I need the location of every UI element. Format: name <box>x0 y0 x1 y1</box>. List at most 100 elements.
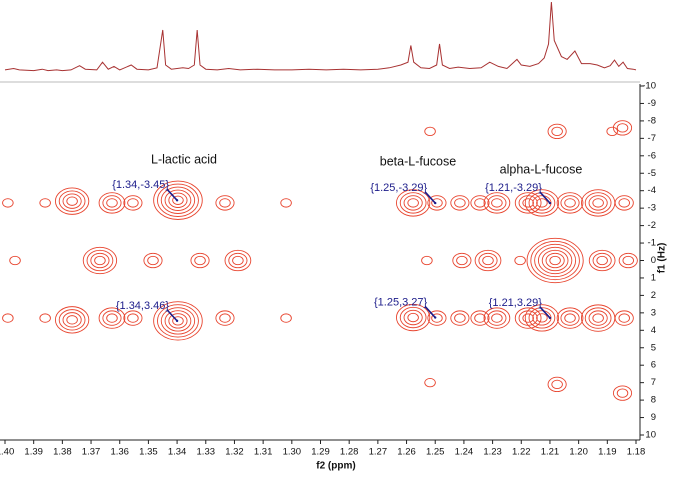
contour-level <box>547 123 567 140</box>
contour-level <box>532 310 552 326</box>
contour-level <box>219 313 231 323</box>
x-tick-label: 1.24 <box>455 447 474 458</box>
x-tick-label: 1.28 <box>340 447 359 458</box>
contour-level <box>54 306 90 334</box>
contour-level <box>153 180 203 220</box>
contour-level <box>530 240 580 281</box>
y-tick-label: 4 <box>651 325 656 336</box>
contour-level <box>584 192 612 214</box>
contour-level <box>551 126 563 137</box>
contour-level <box>518 195 538 211</box>
contour-level <box>614 310 634 326</box>
contour-level <box>556 192 584 214</box>
y-tick-label: -7 <box>648 133 656 144</box>
contour-level <box>528 192 556 214</box>
y-tick-label: 6 <box>651 360 656 371</box>
contour-level <box>168 192 188 208</box>
contour-level <box>123 310 143 326</box>
y-tick-label: -10 <box>642 81 656 92</box>
y-tick-label: -4 <box>648 185 656 196</box>
x-tick-label: 1.23 <box>483 447 502 458</box>
contour-level <box>86 249 114 272</box>
peak-point <box>434 201 437 205</box>
contour-level <box>596 255 608 266</box>
contour-level <box>66 196 78 206</box>
contour-level <box>157 304 199 338</box>
x-tick-label: 1.40 <box>0 447 14 458</box>
contour-level <box>127 313 139 323</box>
contour-level <box>487 310 507 326</box>
x-tick-label: 1.38 <box>53 447 72 458</box>
contour-level <box>532 195 552 211</box>
contour-level <box>454 198 466 208</box>
contour-level <box>549 255 561 266</box>
contour-level <box>580 189 616 217</box>
x-tick-label: 1.36 <box>110 447 129 458</box>
contour-level <box>487 195 507 211</box>
contour-level <box>470 310 490 326</box>
contour-level <box>564 313 576 323</box>
contour-level <box>524 189 560 217</box>
contour-level <box>452 252 472 269</box>
contour-level <box>62 312 82 328</box>
peak-pointer <box>166 309 178 322</box>
contour-level <box>564 198 576 208</box>
contour-level <box>39 313 51 323</box>
contour-level <box>215 195 235 211</box>
contour-level <box>592 252 612 269</box>
contour-level <box>616 388 629 398</box>
contour-level <box>622 255 635 266</box>
contour-level <box>407 312 419 323</box>
contour-level <box>127 198 139 208</box>
contour-level <box>232 255 244 266</box>
x-tick-label: 1.37 <box>82 447 101 458</box>
projection-trace <box>4 1 637 72</box>
x-tick-label: 1.33 <box>197 447 216 458</box>
y-tick-label: 0 <box>651 255 656 266</box>
contour-level <box>450 195 470 211</box>
contour-level <box>618 313 630 323</box>
contour-level <box>482 255 494 266</box>
peak-pointer <box>424 191 436 204</box>
peak-pointer <box>539 306 551 319</box>
contour-level <box>2 198 14 208</box>
y-tick-label: -9 <box>648 98 656 109</box>
contour-level <box>522 313 534 323</box>
contour-level <box>584 307 612 329</box>
contour-level <box>399 192 427 214</box>
x-tick-label: 1.22 <box>512 447 531 458</box>
peak-label: {1.34,3.46} <box>116 300 170 312</box>
contour-level <box>560 310 580 326</box>
x-tick-label: 1.31 <box>254 447 273 458</box>
contour-level <box>483 192 511 214</box>
peak-pointer <box>424 306 436 319</box>
contour-level <box>228 252 248 269</box>
contour-level <box>58 309 86 331</box>
y-axis-title: f1 (Hz) <box>657 243 668 274</box>
peak-point <box>548 316 552 320</box>
contour-level <box>514 307 542 329</box>
contour-level <box>395 189 431 217</box>
contour-level <box>82 246 118 275</box>
peak-pointer <box>166 188 178 201</box>
contour-level <box>190 252 210 269</box>
contour-level <box>483 307 511 329</box>
contour-level <box>580 304 616 332</box>
contour-level <box>606 126 618 137</box>
contour-level <box>58 190 86 212</box>
x-tick-label: 1.18 <box>627 447 646 458</box>
contour-level <box>66 315 78 325</box>
contour-level <box>536 313 548 323</box>
contour-level <box>592 198 604 208</box>
contour-level <box>478 252 498 269</box>
contour-level <box>618 252 638 269</box>
y-tick-label: 8 <box>651 395 656 406</box>
y-tick-label: 1 <box>651 272 656 283</box>
x-tick-label: 1.25 <box>426 447 445 458</box>
contour-level <box>98 307 126 329</box>
contour-level <box>551 379 563 390</box>
contour-level <box>547 376 567 393</box>
contour-level <box>143 252 163 269</box>
contour-level <box>215 310 235 326</box>
contour-level <box>616 123 629 133</box>
